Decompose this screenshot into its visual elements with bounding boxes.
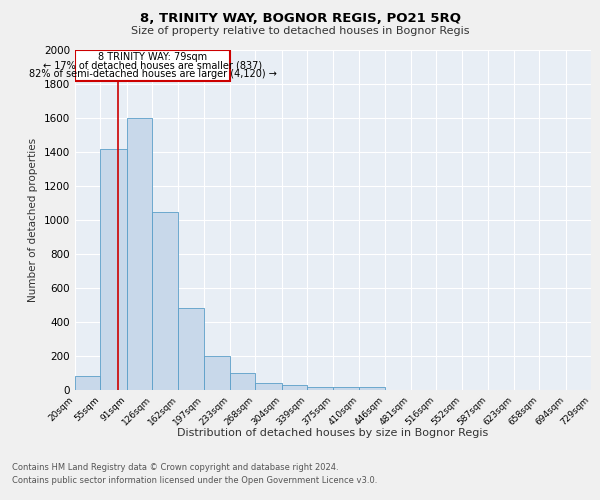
Bar bbox=[204, 356, 230, 390]
Bar bbox=[230, 373, 256, 390]
FancyBboxPatch shape bbox=[75, 50, 230, 80]
Bar bbox=[100, 148, 127, 390]
Bar bbox=[127, 118, 152, 390]
Text: 82% of semi-detached houses are larger (4,120) →: 82% of semi-detached houses are larger (… bbox=[29, 69, 277, 79]
Text: Size of property relative to detached houses in Bognor Regis: Size of property relative to detached ho… bbox=[131, 26, 469, 36]
Bar bbox=[334, 387, 359, 390]
Bar bbox=[152, 212, 178, 390]
Y-axis label: Number of detached properties: Number of detached properties bbox=[28, 138, 38, 302]
Bar bbox=[359, 388, 385, 390]
Bar bbox=[75, 376, 100, 390]
Bar bbox=[281, 385, 307, 390]
Text: Contains public sector information licensed under the Open Government Licence v3: Contains public sector information licen… bbox=[12, 476, 377, 485]
Bar bbox=[256, 383, 281, 390]
Text: ← 17% of detached houses are smaller (837): ← 17% of detached houses are smaller (83… bbox=[43, 60, 262, 70]
Text: 8, TRINITY WAY, BOGNOR REGIS, PO21 5RQ: 8, TRINITY WAY, BOGNOR REGIS, PO21 5RQ bbox=[139, 12, 461, 26]
Bar bbox=[307, 386, 334, 390]
Text: Distribution of detached houses by size in Bognor Regis: Distribution of detached houses by size … bbox=[178, 428, 488, 438]
Text: Contains HM Land Registry data © Crown copyright and database right 2024.: Contains HM Land Registry data © Crown c… bbox=[12, 462, 338, 471]
Bar bbox=[178, 308, 204, 390]
Text: 8 TRINITY WAY: 79sqm: 8 TRINITY WAY: 79sqm bbox=[98, 52, 207, 62]
